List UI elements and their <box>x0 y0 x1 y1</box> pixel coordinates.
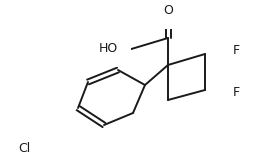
Text: F: F <box>233 43 240 56</box>
Text: O: O <box>163 3 173 16</box>
Text: Cl: Cl <box>18 141 30 155</box>
Text: F: F <box>233 85 240 98</box>
Text: HO: HO <box>99 42 118 54</box>
